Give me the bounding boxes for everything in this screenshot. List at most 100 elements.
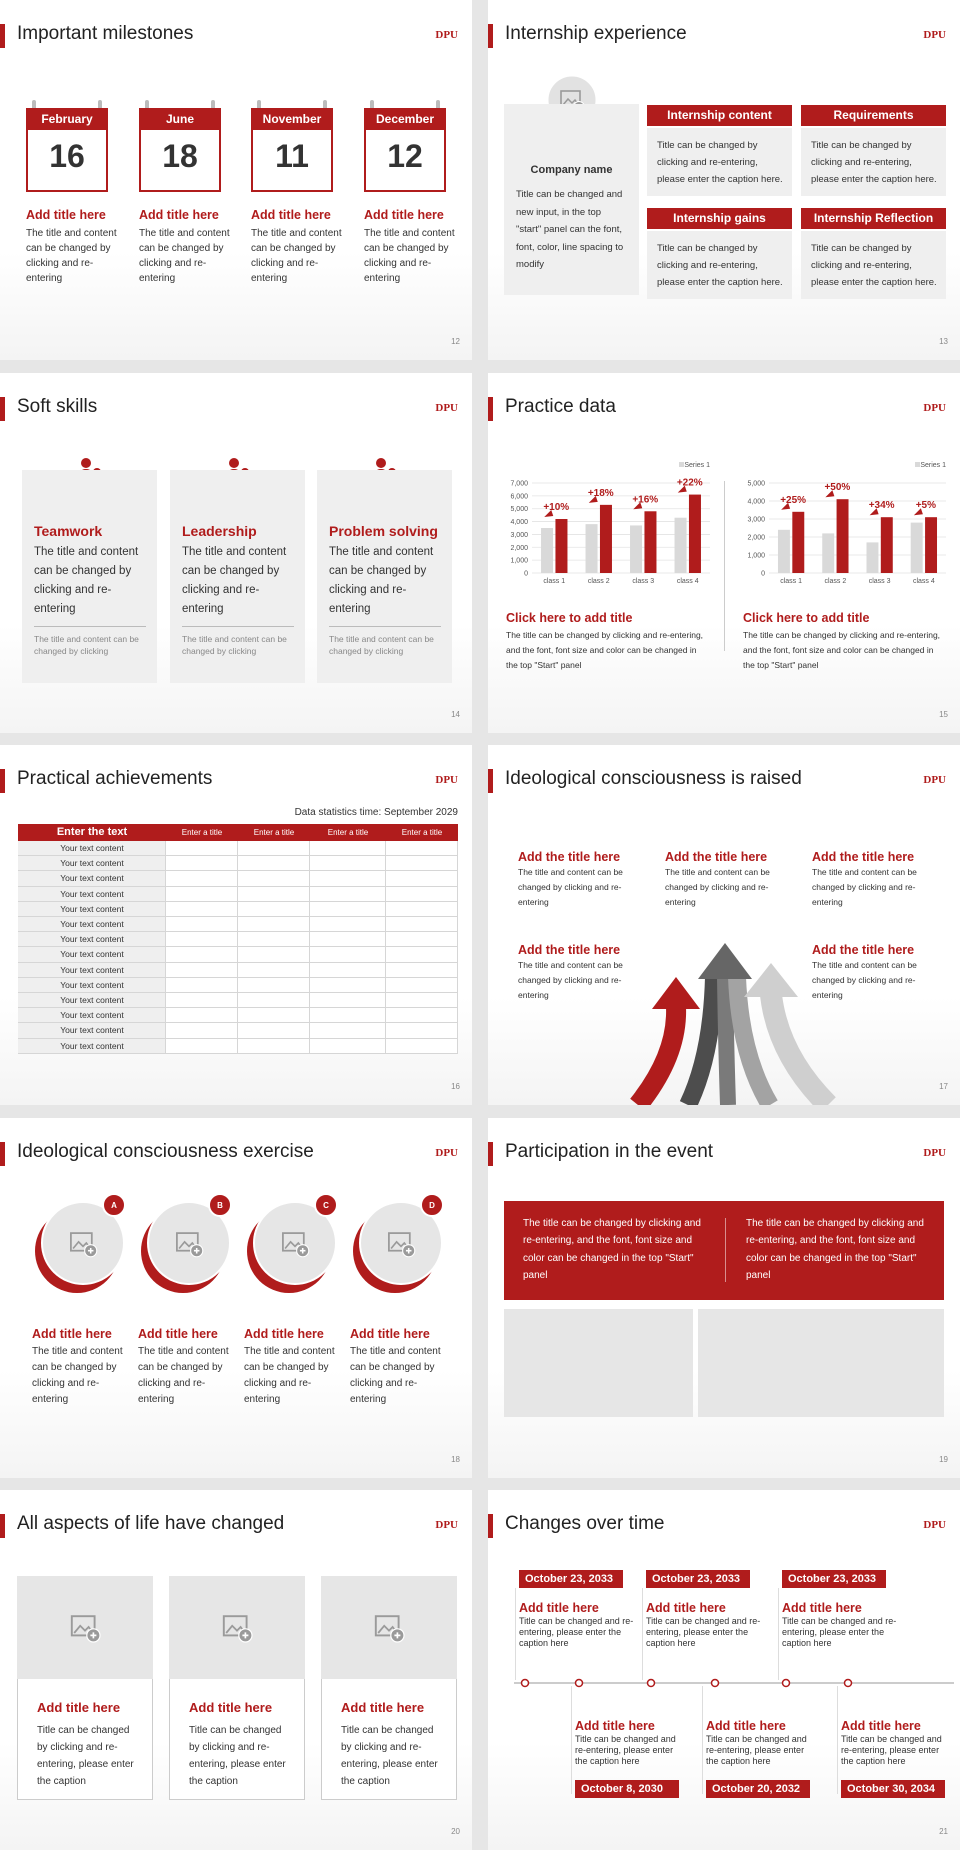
legend-swatch: [915, 461, 920, 467]
item-title: Add title here: [841, 1719, 921, 1733]
table-cell: [166, 886, 238, 902]
item-title: Add title here: [251, 208, 331, 222]
table-row-label: Your text content: [60, 919, 124, 929]
slide-title: Soft skills: [17, 395, 98, 417]
item-text: The title and content can be changed by …: [350, 1345, 441, 1405]
y-tick-label: 3,000: [747, 516, 765, 523]
item-text: The title and content can be changed by …: [665, 867, 770, 907]
x-tick-label: class 1: [543, 578, 565, 585]
growth-arrow: [544, 509, 554, 517]
table-cell: [18, 993, 166, 1009]
slide-graphics: [70, 1615, 405, 1643]
image-icon: [388, 1231, 416, 1257]
caption-text: The title can be changed by clicking and…: [743, 629, 941, 670]
table-row-label: Your text content: [60, 979, 124, 990]
growth-label: +5%: [916, 500, 936, 511]
table-cell: [18, 886, 166, 902]
page-number: 15: [939, 709, 948, 719]
photo-circle: [359, 1200, 443, 1285]
table-cell: [166, 856, 238, 872]
table-cell: [238, 962, 310, 978]
arrow-head: [744, 963, 798, 997]
skill-note: The title and content can be changed by …: [329, 633, 434, 656]
growth-label: +16%: [632, 494, 658, 505]
brand: DPU: [923, 1519, 946, 1531]
arrow-stripe: [728, 976, 778, 1105]
table-row-label: Your text content: [60, 949, 124, 960]
slide: Practical achievements DPU 16 Data statisti…: [0, 745, 472, 1105]
slide: A B C D Ideological consciousness exercise DP…: [0, 1117, 472, 1478]
table-cell: [18, 871, 166, 887]
icon-frame: [374, 1615, 400, 1637]
box-heading: Internship gains: [647, 208, 792, 229]
icon-mountain: [225, 1624, 245, 1634]
title-bar: [488, 24, 493, 48]
table-row-label: Your text content: [60, 995, 124, 1005]
card-text: Title can be changed by clicking and re-…: [189, 1725, 286, 1787]
connector: [642, 1588, 643, 1680]
table-row-label: Your text content: [60, 1025, 124, 1036]
bar: [555, 518, 568, 573]
table-cell: [238, 1038, 310, 1054]
brand: DPU: [435, 1146, 458, 1159]
table-note: Data statistics time: September 2029: [294, 807, 458, 818]
box-body: [801, 231, 946, 299]
calendar-month: February: [41, 112, 93, 126]
skill-card: [317, 469, 452, 683]
table-cell: [386, 1023, 458, 1039]
table-cell: [310, 871, 386, 887]
bar: [777, 529, 790, 573]
caption-title: Click here to add title: [506, 610, 633, 625]
skill-card: [22, 469, 157, 683]
icon-head: [376, 457, 386, 468]
table-cell: [238, 841, 310, 857]
page-number: 21: [939, 1827, 948, 1836]
photo-circle: [147, 1200, 231, 1285]
box-text: Title can be changed by clicking and re-…: [657, 243, 783, 288]
timeline-dot: [710, 1678, 720, 1688]
company-name: Company name: [530, 164, 613, 176]
table-header-cell: Enter the text: [56, 826, 128, 838]
timeline-dot: [574, 1678, 584, 1688]
item-text: The title and content can be changed by …: [364, 228, 455, 284]
box-body: [647, 231, 792, 299]
banner: [504, 1200, 944, 1300]
connector: [702, 1686, 703, 1794]
item-title: Add title here: [244, 1326, 324, 1341]
table-cell: [166, 962, 238, 978]
calendar-day: 16: [49, 138, 85, 174]
slide-title: Ideological consciousness is raised: [505, 768, 802, 789]
icon-frame: [282, 1231, 305, 1252]
skill-divider: [182, 625, 294, 627]
table-cell: [310, 917, 386, 933]
icon-plus: [394, 1632, 401, 1639]
slide: Internship experience DPU 13 Company name Ti…: [488, 0, 960, 360]
table-row-label: Your text content: [60, 873, 124, 884]
date-label: October 20, 2032: [706, 1780, 810, 1798]
calendar-day: 18: [162, 138, 198, 174]
x-tick-label: class 4: [913, 578, 935, 585]
page-number: 20: [451, 1827, 460, 1836]
item-text: The title and content can be changed by …: [138, 1345, 229, 1405]
table-cell: [386, 993, 458, 1009]
item-title: Add title here: [350, 1326, 430, 1341]
skill-title: Problem solving: [329, 522, 438, 539]
item-title: Add title here: [646, 1601, 726, 1615]
item-title: Add title here: [364, 208, 444, 222]
skill-title: Teamwork: [34, 522, 103, 539]
table-cell: [310, 1008, 386, 1024]
table-cell: [18, 1008, 166, 1024]
skill-text: The title and content can be changed by …: [182, 545, 287, 615]
slide: Changes over time DPU 21 October 23, 2033 Ad…: [488, 1490, 960, 1850]
slide-graphics: A B C D: [35, 1192, 444, 1293]
item-title: Add the title here: [812, 850, 915, 864]
bar: [910, 522, 923, 573]
table-cell: [386, 1038, 458, 1054]
table-cell: [166, 993, 238, 1009]
x-tick-label: class 3: [632, 578, 654, 585]
y-tick-label: 5,000: [747, 480, 765, 487]
table-row-label: Your text content: [60, 934, 124, 945]
growth-arrow: [588, 495, 598, 503]
date-label: October 23, 2033: [646, 1570, 750, 1588]
